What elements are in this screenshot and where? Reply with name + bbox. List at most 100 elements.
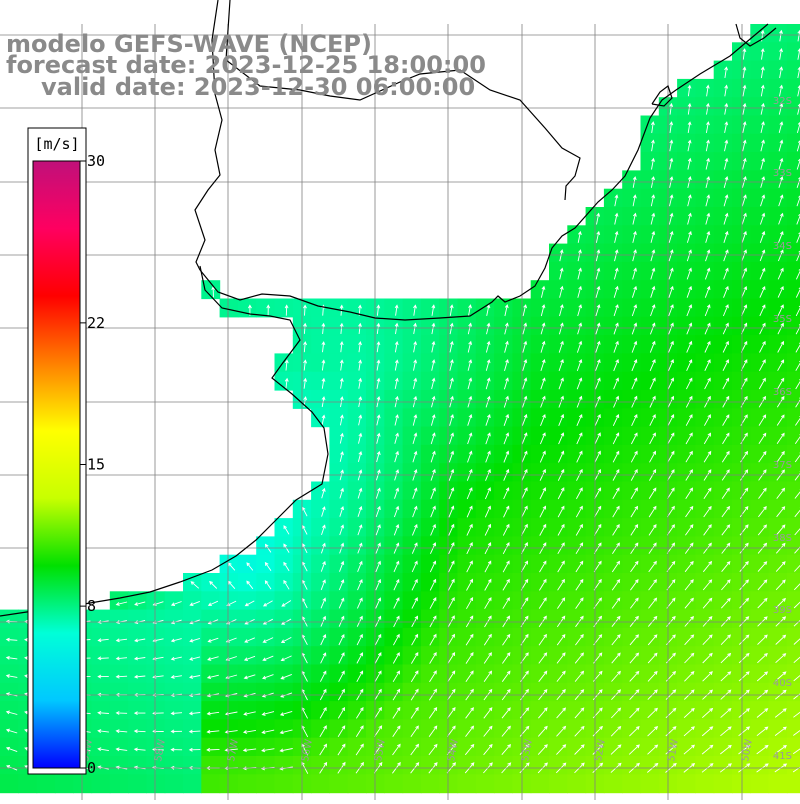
wind-cell (604, 390, 623, 409)
wind-cell (750, 262, 769, 281)
wind-cell (220, 719, 239, 738)
wind-cell (476, 518, 495, 537)
wind-cell (567, 408, 586, 427)
wind-cell (348, 353, 367, 372)
wind-cell (366, 299, 385, 318)
wind-cell (110, 646, 129, 665)
wind-cell (0, 774, 19, 793)
wind-cell (549, 408, 568, 427)
wind-cell (384, 335, 403, 354)
latitude-label: 35S (773, 314, 792, 325)
wind-cell (732, 244, 751, 263)
wind-cell (750, 299, 769, 318)
wind-cell (384, 372, 403, 391)
wind-cell (220, 665, 239, 684)
wind-cell (439, 518, 458, 537)
wind-cell (403, 353, 422, 372)
wind-cell (641, 262, 660, 281)
wind-cell (458, 372, 477, 391)
wind-cell (714, 335, 733, 354)
wind-cell (110, 701, 129, 720)
wind-cell (531, 665, 550, 684)
wind-cell (750, 97, 769, 116)
wind-cell (787, 628, 800, 647)
wind-cell (110, 665, 129, 684)
wind-cell (622, 262, 641, 281)
wind-cell (695, 262, 714, 281)
wind-cell (750, 280, 769, 299)
wind-cell (384, 390, 403, 409)
wind-cell (494, 463, 513, 482)
wind-cell (750, 244, 769, 263)
wind-cell (622, 390, 641, 409)
wind-cell (494, 427, 513, 446)
wind-cell (165, 774, 184, 793)
wind-cell (238, 646, 257, 665)
wind-cell (311, 390, 330, 409)
latitude-label: 40S (773, 678, 792, 689)
wind-cell (128, 610, 147, 629)
wind-cell (714, 170, 733, 189)
wind-cell (311, 573, 330, 592)
wind-cell (384, 299, 403, 318)
wind-cell (275, 353, 294, 372)
wind-cell (549, 353, 568, 372)
wind-cell (384, 536, 403, 555)
wind-cell (201, 756, 220, 775)
wind-cell (677, 372, 696, 391)
wind-cell (329, 591, 348, 610)
wind-cell (494, 445, 513, 464)
wind-cell (677, 317, 696, 336)
wind-cell (750, 225, 769, 244)
wind-cell (92, 719, 111, 738)
wind-cell (769, 116, 788, 135)
wind-cell (732, 335, 751, 354)
wind-cell (549, 244, 568, 263)
wind-cell (476, 500, 495, 519)
wind-cell (439, 317, 458, 336)
wind-cell (366, 500, 385, 519)
wind-cell (311, 536, 330, 555)
wind-cell (549, 280, 568, 299)
wind-cell (384, 353, 403, 372)
wind-cell (714, 97, 733, 116)
wind-cell (201, 628, 220, 647)
wind-cell (677, 756, 696, 775)
wind-cell (256, 683, 275, 702)
wind-cell (110, 683, 129, 702)
wind-cell (110, 591, 129, 610)
wind-cell (787, 500, 800, 519)
wind-cell (403, 573, 422, 592)
wind-cell (128, 683, 147, 702)
wind-cell (476, 427, 495, 446)
wind-cell (238, 701, 257, 720)
wind-cell (201, 738, 220, 757)
wind-cell (421, 353, 440, 372)
wind-cell (421, 463, 440, 482)
wind-cell (677, 116, 696, 135)
wind-cell (787, 280, 800, 299)
wind-cell (494, 500, 513, 519)
wind-cell (714, 152, 733, 171)
wind-cell (439, 482, 458, 501)
wind-cell (677, 170, 696, 189)
wind-cell (329, 335, 348, 354)
wind-cell (128, 628, 147, 647)
wind-cell (256, 756, 275, 775)
wind-cell (329, 372, 348, 391)
wind-cell (146, 591, 165, 610)
wind-cell (641, 299, 660, 318)
wind-cell (146, 628, 165, 647)
wind-cell (183, 756, 202, 775)
wind-cell (695, 225, 714, 244)
wind-cell (641, 390, 660, 409)
wind-cell (787, 335, 800, 354)
wind-cell (732, 116, 751, 135)
wind-cell (604, 317, 623, 336)
wind-cell (0, 646, 19, 665)
wind-cell (439, 335, 458, 354)
wind-cell (641, 225, 660, 244)
wind-cell (183, 591, 202, 610)
wind-cell (421, 335, 440, 354)
wind-cell (329, 555, 348, 574)
